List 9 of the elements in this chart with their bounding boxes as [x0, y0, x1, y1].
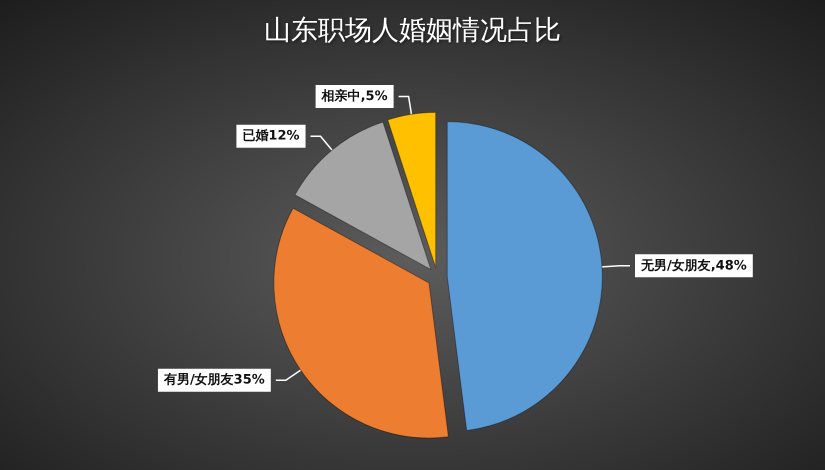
data-label: 12%: [268, 128, 300, 144]
slice-label: 有男/女朋友: [162, 372, 234, 388]
data-label: ,48%: [710, 258, 747, 274]
slice-label: 相亲中: [320, 88, 361, 104]
data-label: ,5%: [360, 88, 388, 104]
slice-label: 无男/女朋友: [640, 258, 711, 274]
data-label: 35%: [234, 372, 265, 388]
chart-title: 山东职场人婚姻情况占比: [264, 15, 561, 46]
slice-label: 已婚: [242, 128, 268, 144]
